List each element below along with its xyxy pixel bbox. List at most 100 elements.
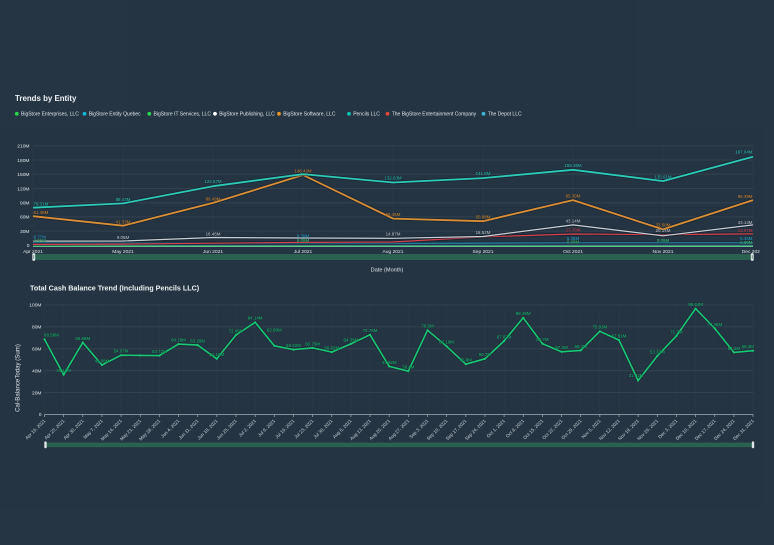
svg-text:95.39M: 95.39M (738, 194, 753, 199)
svg-text:84.14M: 84.14M (248, 316, 263, 321)
svg-text:36.16M: 36.16M (56, 368, 71, 373)
svg-text:Jun 2021: Jun 2021 (203, 249, 223, 255)
svg-text:67.81M: 67.81M (612, 334, 627, 339)
svg-text:Date (Month): Date (Month) (371, 267, 404, 273)
svg-text:9.39M: 9.39M (297, 234, 310, 239)
svg-text:Trends by Entity: Trends by Entity (15, 94, 77, 103)
svg-text:95.39M: 95.39M (566, 194, 581, 199)
svg-text:88.26M: 88.26M (516, 311, 531, 316)
svg-text:4.91M: 4.91M (34, 238, 47, 243)
svg-text:60M: 60M (20, 215, 30, 221)
svg-text:58.4M: 58.4M (575, 344, 588, 349)
svg-text:79.31M: 79.31M (34, 202, 49, 207)
svg-text:16.46M: 16.46M (206, 232, 221, 237)
svg-text:Cal-BalanceToday (Sum): Cal-BalanceToday (Sum) (15, 344, 22, 412)
svg-text:BigStore Software, LLC: BigStore Software, LLC (283, 112, 336, 118)
svg-text:124.67M: 124.67M (204, 179, 222, 184)
svg-text:56.92M: 56.92M (324, 346, 339, 351)
svg-text:64.39M: 64.39M (343, 337, 358, 342)
svg-text:58.2M: 58.2M (742, 344, 755, 349)
svg-text:0.09M: 0.09M (567, 239, 580, 244)
svg-text:68.58M: 68.58M (44, 333, 59, 338)
svg-text:75.93M: 75.93M (592, 325, 607, 330)
svg-text:64.18M: 64.18M (171, 338, 186, 343)
svg-text:20M: 20M (32, 390, 42, 396)
svg-text:0.09M: 0.09M (657, 238, 670, 243)
svg-text:The Depot LLC: The Depot LLC (488, 112, 522, 118)
svg-text:33.58M: 33.58M (656, 223, 671, 228)
svg-text:62.19M: 62.19M (439, 340, 454, 345)
svg-text:72.76M: 72.76M (363, 328, 378, 333)
svg-text:43.14M: 43.14M (566, 219, 581, 224)
svg-text:60M: 60M (32, 347, 42, 353)
svg-text:0: 0 (27, 243, 30, 249)
svg-text:18.52M: 18.52M (476, 230, 491, 235)
svg-text:BigStore IT Services, LLC: BigStore IT Services, LLC (154, 112, 212, 118)
svg-text:65.68M: 65.68M (75, 336, 90, 341)
svg-text:40M: 40M (32, 368, 42, 374)
svg-text:61.38M: 61.38M (34, 210, 49, 215)
svg-text:Jul 2021: Jul 2021 (294, 249, 313, 255)
svg-text:30M: 30M (20, 229, 30, 235)
svg-text:May 2021: May 2021 (112, 249, 134, 255)
svg-text:53.33M: 53.33M (650, 349, 665, 354)
svg-text:45.08M: 45.08M (94, 358, 109, 363)
svg-text:20.14M: 20.14M (656, 228, 671, 233)
svg-text:5.35M: 5.35M (740, 236, 753, 241)
svg-text:45.8M: 45.8M (460, 358, 473, 363)
svg-text:50.88M: 50.88M (476, 215, 491, 220)
svg-text:23.97M: 23.97M (738, 228, 753, 233)
svg-text:60.75M: 60.75M (305, 341, 320, 346)
svg-text:135.61M: 135.61M (654, 175, 672, 180)
svg-text:96.64M: 96.64M (688, 302, 703, 307)
svg-text:Total Cash Balance Trend (Incl: Total Cash Balance Trend (Including Penc… (30, 284, 200, 293)
svg-text:5.36M: 5.36M (567, 236, 580, 241)
svg-text:54.07M: 54.07M (114, 349, 129, 354)
svg-text:56.45M: 56.45M (386, 212, 401, 217)
svg-text:Dec 202: Dec 202 (742, 249, 760, 255)
svg-text:BigStore Enterprises, LLC: BigStore Enterprises, LLC (21, 112, 79, 118)
svg-text:120M: 120M (17, 186, 29, 192)
svg-text:100M: 100M (29, 303, 41, 309)
svg-text:Apr 2021: Apr 2021 (23, 249, 43, 255)
svg-text:80M: 80M (32, 325, 42, 331)
svg-text:88.43M: 88.43M (116, 197, 131, 202)
svg-text:41.33M: 41.33M (116, 220, 131, 225)
svg-text:59.22M: 59.22M (286, 343, 301, 348)
svg-text:187.04M: 187.04M (735, 149, 753, 154)
svg-text:43.14M: 43.14M (738, 220, 753, 225)
svg-text:Nov 2021: Nov 2021 (653, 249, 674, 255)
svg-text:Sep 2021: Sep 2021 (473, 249, 494, 255)
svg-text:89.49M: 89.49M (206, 197, 221, 202)
svg-text:78.46M: 78.46M (707, 322, 722, 327)
svg-text:159.36M: 159.36M (564, 163, 582, 168)
svg-text:50.7M: 50.7M (479, 352, 492, 357)
svg-text:53.72M: 53.72M (152, 349, 167, 354)
svg-text:BigStore Entity Quebec: BigStore Entity Quebec (89, 112, 141, 118)
svg-text:51.19M: 51.19M (209, 352, 224, 357)
svg-text:57.2M: 57.2M (728, 346, 741, 351)
svg-text:71.7M: 71.7M (670, 329, 683, 334)
svg-text:14.87M: 14.87M (386, 232, 401, 237)
svg-text:57.2M: 57.2M (555, 345, 568, 350)
svg-text:The BigStore Entertainment Com: The BigStore Entertainment Company (392, 112, 477, 118)
svg-text:0: 0 (39, 412, 42, 418)
svg-text:64.7M: 64.7M (536, 337, 549, 342)
svg-text:63.26M: 63.26M (190, 339, 205, 344)
svg-text:39.4M: 39.4M (402, 365, 415, 370)
svg-text:67.02M: 67.02M (497, 334, 512, 339)
svg-text:Pencils LLC: Pencils LLC (353, 112, 380, 118)
svg-text:8.77M: 8.77M (34, 235, 47, 240)
svg-text:72.49M: 72.49M (229, 328, 244, 333)
svg-text:0.09M: 0.09M (740, 240, 753, 245)
svg-text:180M: 180M (17, 158, 29, 164)
svg-text:BigStore Publishing, LLC: BigStore Publishing, LLC (219, 112, 275, 118)
svg-text:210M: 210M (17, 144, 29, 150)
svg-text:43.82M: 43.82M (382, 360, 397, 365)
svg-text:Aug 2021: Aug 2021 (383, 249, 404, 255)
svg-text:9.05M: 9.05M (117, 235, 130, 240)
svg-text:6.09M: 6.09M (297, 238, 310, 243)
svg-text:132.63M: 132.63M (384, 175, 402, 180)
svg-text:62.68M: 62.68M (267, 328, 282, 333)
svg-text:Oct 2021: Oct 2021 (563, 249, 583, 255)
